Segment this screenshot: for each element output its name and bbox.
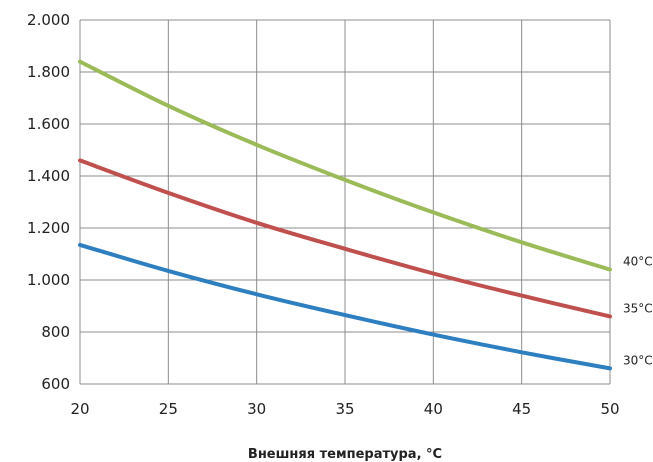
series-label-0: 40°C — [623, 255, 653, 269]
series-label-1: 35°C — [623, 301, 653, 315]
series-line-0 — [78, 59, 612, 272]
series-line-1 — [78, 158, 612, 319]
y-tick-label-2000: 2.000 — [27, 11, 70, 29]
y-tick-label-800: 800 — [41, 323, 70, 341]
x-tick-label-45: 45 — [512, 400, 531, 418]
x-tick-label-50: 50 — [600, 400, 619, 418]
x-tick-labels: 20 25 30 35 40 45 50 — [70, 400, 619, 418]
y-tick-label-600: 600 — [41, 375, 70, 393]
series-lines — [78, 59, 612, 371]
y-tick-label-1400: 1.400 — [27, 167, 70, 185]
x-tick-label-35: 35 — [335, 400, 354, 418]
series-labels: 40°C 35°C 30°C — [623, 255, 653, 368]
y-tick-label-1000: 1.000 — [27, 271, 70, 289]
x-tick-label-40: 40 — [424, 400, 443, 418]
y-tick-label-1600: 1.600 — [27, 115, 70, 133]
x-tick-label-30: 30 — [247, 400, 266, 418]
y-tick-label-1800: 1.800 — [27, 63, 70, 81]
y-tick-label-1200: 1.200 — [27, 219, 70, 237]
series-label-2: 30°C — [623, 353, 653, 367]
x-tick-label-25: 25 — [159, 400, 178, 418]
x-tick-label-20: 20 — [70, 400, 89, 418]
x-axis-title: Внешняя температура, °C — [248, 447, 442, 462]
series-line-2 — [78, 242, 612, 371]
y-tick-labels: 600 800 1.000 1.200 1.400 1.600 1.800 2.000 — [27, 11, 70, 393]
grid — [79, 19, 611, 385]
